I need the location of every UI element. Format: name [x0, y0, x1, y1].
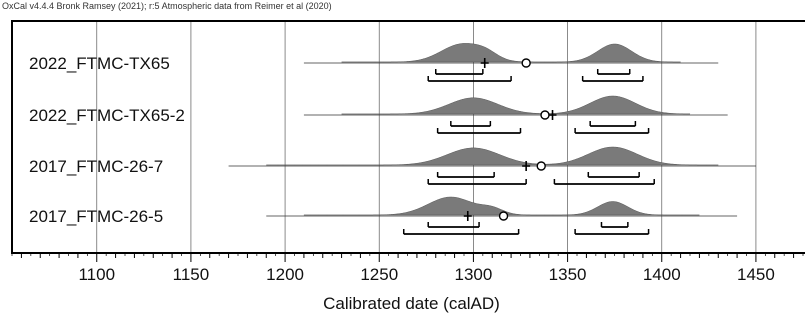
range-95 [427, 76, 512, 82]
range-68 [587, 172, 640, 178]
x-tick-label: 1300 [455, 265, 493, 284]
sample-label: 2017_FTMC-26-5 [29, 207, 163, 226]
range-95 [574, 229, 650, 235]
sample-rows: 2022_FTMC-TX65 2022_FTMC-TX65-2 2017_FTMC-… [29, 43, 756, 235]
range-95 [402, 229, 520, 235]
range-95 [427, 179, 527, 185]
range-68 [600, 222, 629, 228]
range-68 [427, 222, 480, 228]
sample-label: 2017_FTMC-26-7 [29, 157, 163, 176]
range-68 [450, 121, 492, 127]
oxcal-header: OxCal v4.4.4 Bronk Ramsey (2021); r:5 At… [2, 1, 332, 11]
range-95 [436, 128, 522, 134]
grid-lines [96, 21, 757, 253]
x-tick-label: 1350 [549, 265, 587, 284]
x-axis: 1100 1150 1200 1250 1300 1350 1400 1450 [11, 253, 804, 284]
x-axis-title: Calibrated date (calAD) [323, 294, 500, 313]
sample-row: 2017_FTMC-26-7 [29, 146, 756, 185]
probability-distribution [341, 95, 691, 115]
probability-distribution [266, 146, 719, 166]
plot-frame [11, 20, 805, 254]
sample-label: 2022_FTMC-TX65-2 [29, 106, 185, 125]
median-marker [536, 161, 546, 171]
sample-row: 2017_FTMC-26-5 [29, 196, 738, 235]
sample-row: 2022_FTMC-TX65 [29, 43, 719, 82]
range-95 [574, 128, 650, 134]
median-marker [498, 211, 509, 221]
sample-label: 2022_FTMC-TX65 [29, 54, 170, 73]
median-marker [540, 110, 550, 120]
probability-distribution [341, 43, 681, 63]
x-tick-label: 1400 [643, 265, 681, 284]
sample-row: 2022_FTMC-TX65-2 [29, 95, 728, 134]
range-95 [581, 76, 644, 82]
range-68 [596, 69, 631, 75]
x-tick-label: 1200 [266, 265, 304, 284]
x-tick-label: 1250 [360, 265, 398, 284]
range-95 [553, 179, 655, 185]
x-tick-label: 1150 [173, 265, 210, 284]
median-marker [521, 58, 531, 68]
x-tick-label: 1450 [737, 265, 775, 284]
range-68 [436, 172, 495, 178]
range-68 [435, 69, 484, 75]
range-68 [589, 121, 637, 127]
x-tick-label: 1100 [78, 265, 115, 284]
probability-distribution [303, 196, 700, 216]
